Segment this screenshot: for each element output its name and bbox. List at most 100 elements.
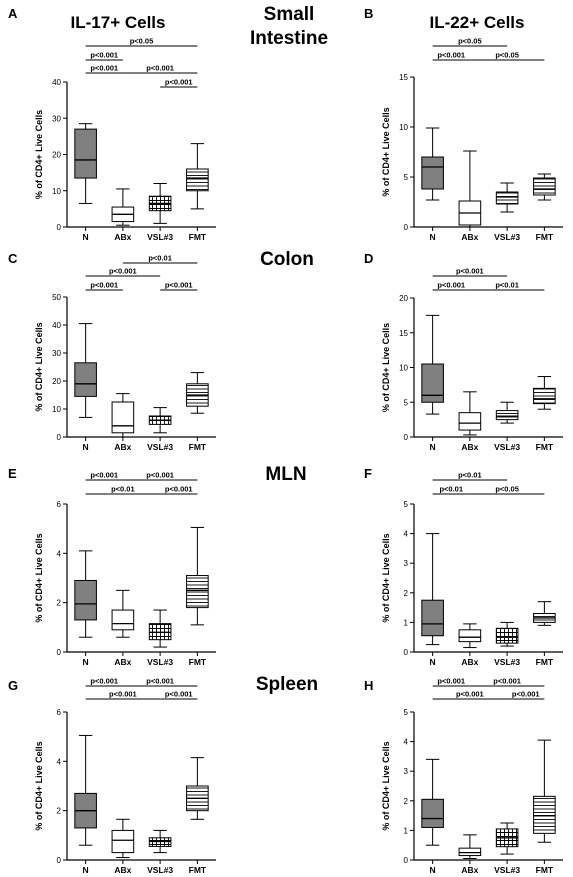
y-tick-label: 2 bbox=[404, 589, 409, 598]
box-fmt bbox=[533, 376, 556, 410]
box-iqr bbox=[74, 128, 97, 179]
box-iqr bbox=[74, 579, 97, 621]
section-title-colon: Colon bbox=[260, 249, 314, 270]
panel-letter: F bbox=[364, 466, 372, 481]
panel-letter: G bbox=[8, 678, 18, 693]
significance-label: p<0.001 bbox=[165, 690, 193, 699]
y-axis-label: % of CD4+ Live Cells bbox=[381, 107, 391, 196]
significance-label: p<0.05 bbox=[495, 485, 519, 494]
box-vsl3 bbox=[495, 621, 519, 647]
x-tick-label: ABx bbox=[114, 865, 131, 875]
y-axis-label: % of CD4+ Live Cells bbox=[34, 110, 44, 199]
box-abx bbox=[111, 188, 135, 226]
significance-label: p<0.001 bbox=[512, 690, 540, 699]
x-tick-label: ABx bbox=[461, 442, 478, 452]
x-tick-label: N bbox=[83, 657, 89, 667]
significance-label: p<0.001 bbox=[456, 690, 484, 699]
y-tick-label: 2 bbox=[57, 599, 62, 608]
significance-label: p<0.001 bbox=[165, 281, 193, 290]
panel-d: D 0 5 10 15 20 % of CD4+ Live Cells N ABx VSL#3 FM… bbox=[364, 251, 563, 452]
x-tick-label: VSL#3 bbox=[494, 232, 520, 242]
box-iqr bbox=[421, 363, 444, 403]
x-tick-label: N bbox=[83, 442, 89, 452]
significance-label: p<0.001 bbox=[165, 78, 193, 87]
significance-label: p<0.01 bbox=[439, 485, 463, 494]
panel-g: G 0 2 4 6 % of CD4+ Live Cells N ABx VSL#3 FMT p<0… bbox=[8, 677, 216, 875]
x-tick-label: FMT bbox=[189, 232, 207, 242]
y-tick-label: 20 bbox=[52, 377, 61, 386]
box-vsl3 bbox=[495, 182, 519, 213]
y-tick-label: 0 bbox=[57, 856, 62, 865]
significance-label: p<0.001 bbox=[109, 267, 137, 276]
box-n bbox=[74, 123, 97, 204]
y-axis-label: % of CD4+ Live Cells bbox=[381, 323, 391, 412]
box-iqr bbox=[533, 177, 556, 196]
y-tick-label: 4 bbox=[404, 530, 409, 539]
panel-h: H 0 1 2 3 4 5 % of CD4+ Live Cells N ABx VSL#3 FMT p… bbox=[364, 677, 563, 875]
x-tick-label: ABx bbox=[461, 232, 478, 242]
significance-label: p<0.001 bbox=[90, 471, 118, 480]
box-n bbox=[421, 758, 444, 846]
section-title-mln: MLN bbox=[265, 464, 306, 485]
y-tick-label: 0 bbox=[57, 433, 62, 442]
x-tick-label: FMT bbox=[536, 657, 554, 667]
y-tick-label: 15 bbox=[399, 73, 408, 82]
box-iqr bbox=[495, 191, 519, 205]
significance-label: p<0.05 bbox=[130, 37, 154, 46]
x-tick-label: ABx bbox=[114, 232, 131, 242]
panel-letter: A bbox=[8, 6, 18, 21]
significance-label: p<0.01 bbox=[148, 254, 172, 263]
significance-label: p<0.01 bbox=[458, 471, 482, 480]
x-tick-label: VSL#3 bbox=[494, 657, 520, 667]
y-tick-label: 10 bbox=[52, 187, 61, 196]
box-abx bbox=[458, 623, 482, 649]
y-tick-label: 40 bbox=[52, 78, 61, 87]
x-tick-label: ABx bbox=[114, 657, 131, 667]
x-tick-label: VSL#3 bbox=[494, 865, 520, 875]
box-vsl3 bbox=[148, 183, 172, 224]
panel-c: C 0 10 20 30 40 50 % of CD4+ Live Cells N ABx VSL#… bbox=[8, 251, 216, 452]
box-abx bbox=[458, 834, 482, 860]
box-n bbox=[74, 323, 97, 418]
box-n bbox=[421, 127, 444, 201]
x-tick-label: FMT bbox=[189, 865, 207, 875]
x-tick-label: VSL#3 bbox=[147, 442, 173, 452]
significance-label: p<0.001 bbox=[493, 677, 521, 686]
x-tick-label: FMT bbox=[189, 657, 207, 667]
x-tick-label: FMT bbox=[189, 442, 207, 452]
box-iqr bbox=[421, 798, 444, 828]
y-tick-label: 3 bbox=[404, 559, 409, 568]
box-fmt bbox=[186, 526, 209, 626]
y-tick-label: 1 bbox=[404, 618, 409, 627]
box-fmt bbox=[533, 739, 556, 843]
y-tick-label: 40 bbox=[52, 321, 61, 330]
box-iqr bbox=[421, 599, 444, 637]
x-tick-label: N bbox=[430, 442, 436, 452]
section-title-small-intestine-line1: Small bbox=[264, 4, 315, 25]
box-fmt bbox=[533, 601, 556, 626]
significance-label: p<0.01 bbox=[111, 485, 135, 494]
box-vsl3 bbox=[148, 829, 172, 854]
x-tick-label: N bbox=[83, 865, 89, 875]
y-tick-label: 0 bbox=[404, 433, 409, 442]
y-axis-label: % of CD4+ Live Cells bbox=[381, 741, 391, 830]
significance-label: p<0.001 bbox=[146, 64, 174, 73]
box-iqr bbox=[186, 168, 209, 192]
box-vsl3 bbox=[495, 822, 519, 855]
y-tick-label: 1 bbox=[404, 826, 409, 835]
significance-label: p<0.001 bbox=[109, 690, 137, 699]
y-axis-label: % of CD4+ Live Cells bbox=[34, 741, 44, 830]
box-iqr bbox=[458, 412, 482, 431]
y-tick-label: 10 bbox=[399, 123, 408, 132]
y-tick-label: 50 bbox=[52, 293, 61, 302]
significance-label: p<0.001 bbox=[456, 267, 484, 276]
panel-letter: B bbox=[364, 6, 373, 21]
y-axis-label: % of CD4+ Live Cells bbox=[34, 533, 44, 622]
box-fmt bbox=[186, 372, 209, 414]
y-tick-label: 2 bbox=[57, 807, 62, 816]
y-tick-label: 10 bbox=[52, 405, 61, 414]
significance-label: p<0.05 bbox=[495, 51, 519, 60]
x-tick-label: FMT bbox=[536, 865, 554, 875]
significance-label: p<0.001 bbox=[437, 281, 465, 290]
